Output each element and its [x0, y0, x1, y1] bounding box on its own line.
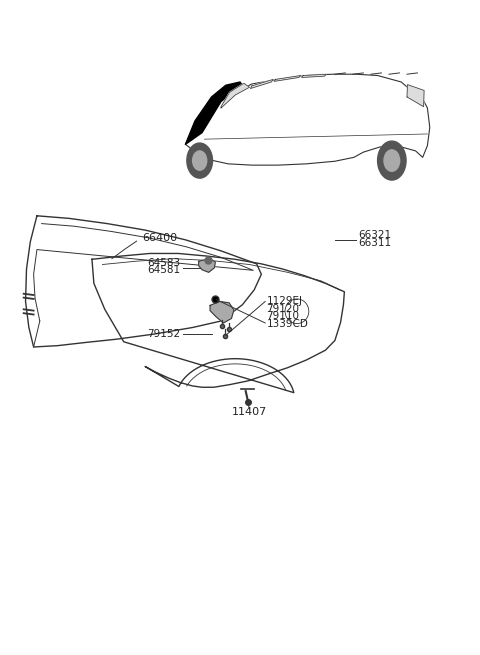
Polygon shape [221, 83, 250, 108]
Polygon shape [185, 82, 242, 144]
Text: 79120: 79120 [266, 304, 300, 314]
Text: 79110: 79110 [266, 312, 300, 322]
Circle shape [192, 151, 207, 170]
Polygon shape [274, 75, 301, 81]
Circle shape [378, 141, 406, 180]
Polygon shape [251, 79, 273, 88]
Circle shape [187, 143, 213, 178]
Polygon shape [92, 253, 344, 392]
Text: 11407: 11407 [232, 407, 267, 417]
Polygon shape [210, 301, 234, 323]
Text: 1339CD: 1339CD [266, 319, 309, 329]
Text: 66321: 66321 [358, 231, 391, 240]
Text: 66400: 66400 [142, 233, 177, 243]
Polygon shape [407, 84, 424, 107]
Polygon shape [25, 215, 261, 347]
Polygon shape [199, 259, 216, 272]
Polygon shape [301, 74, 326, 77]
Text: 79152: 79152 [147, 329, 180, 339]
Text: 66311: 66311 [358, 238, 391, 248]
Circle shape [384, 150, 400, 172]
Text: 64583: 64583 [147, 257, 180, 267]
Text: 64581: 64581 [147, 265, 180, 275]
Text: 1129EJ: 1129EJ [266, 296, 302, 306]
